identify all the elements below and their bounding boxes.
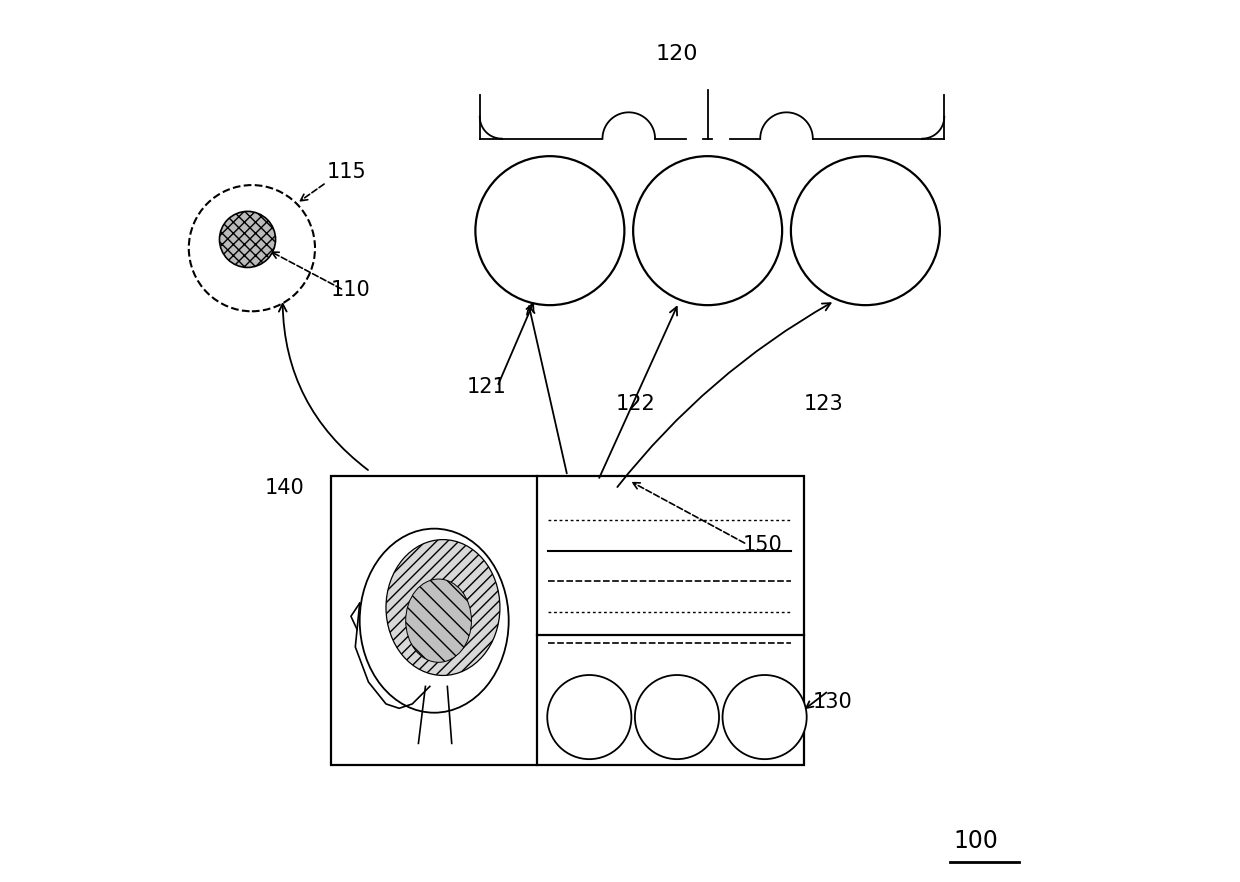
Circle shape [635, 675, 719, 759]
Circle shape [723, 675, 807, 759]
Text: 150: 150 [743, 534, 782, 555]
Bar [331, 476, 804, 766]
Circle shape [634, 156, 782, 305]
Ellipse shape [386, 540, 500, 676]
Text: 140: 140 [265, 477, 305, 497]
Circle shape [791, 156, 940, 305]
Ellipse shape [360, 528, 508, 713]
Ellipse shape [405, 579, 471, 662]
Text: 123: 123 [804, 394, 843, 415]
Text: 115: 115 [326, 162, 366, 182]
Text: 100: 100 [954, 829, 998, 853]
Text: 110: 110 [331, 280, 371, 301]
Text: 120: 120 [656, 44, 698, 64]
Circle shape [219, 212, 275, 267]
Circle shape [475, 156, 625, 305]
Circle shape [547, 675, 631, 759]
Text: 130: 130 [812, 692, 853, 713]
Text: 121: 121 [466, 377, 506, 397]
Text: 122: 122 [615, 394, 656, 415]
